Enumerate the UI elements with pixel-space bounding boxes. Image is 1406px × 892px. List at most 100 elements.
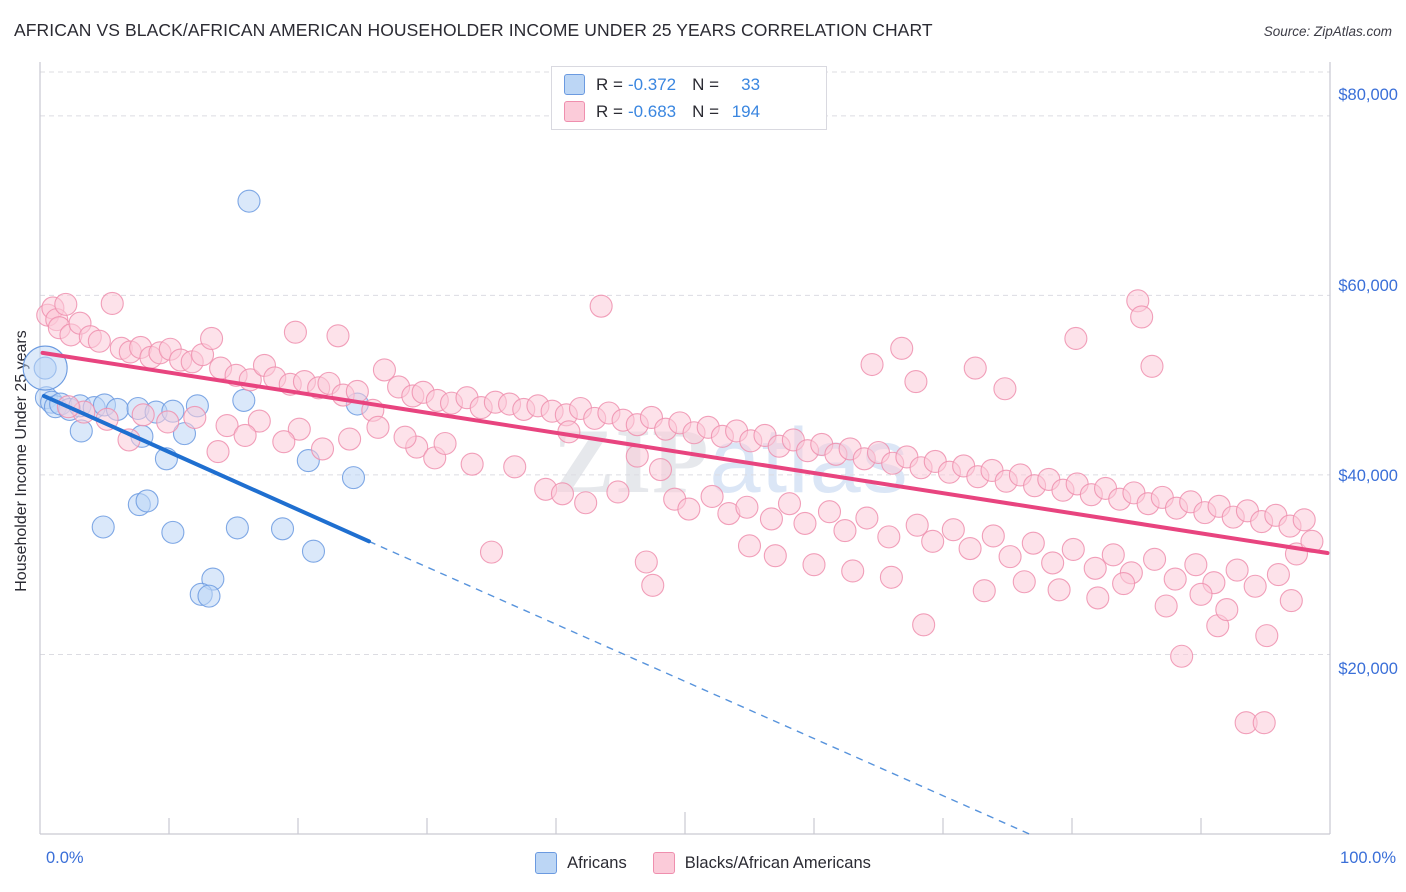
data-point[interactable] [625, 413, 649, 437]
data-point[interactable] [224, 363, 248, 387]
data-point[interactable] [197, 584, 221, 608]
data-point[interactable] [1021, 531, 1045, 555]
data-point[interactable] [793, 511, 817, 535]
data-point[interactable] [1206, 614, 1230, 638]
data-point[interactable] [287, 417, 311, 441]
data-point[interactable] [272, 430, 296, 454]
data-point[interactable] [905, 513, 929, 537]
data-point[interactable] [59, 323, 83, 347]
data-point[interactable] [33, 356, 57, 380]
data-point[interactable] [1189, 582, 1213, 606]
data-point[interactable] [998, 545, 1022, 569]
data-point[interactable] [980, 458, 1004, 482]
data-point[interactable] [841, 559, 865, 583]
data-point[interactable] [677, 497, 701, 521]
data-point[interactable] [838, 437, 862, 461]
data-point[interactable] [1163, 567, 1187, 591]
data-point[interactable] [534, 477, 558, 501]
data-point[interactable] [512, 397, 536, 421]
data-point[interactable] [423, 446, 447, 470]
data-point[interactable] [648, 457, 673, 482]
data-point[interactable] [278, 372, 302, 396]
data-point[interactable] [912, 613, 936, 637]
data-point[interactable] [49, 392, 73, 416]
data-point[interactable] [130, 424, 154, 448]
data-point[interactable] [401, 384, 425, 408]
data-point[interactable] [1136, 492, 1160, 516]
data-point[interactable] [361, 398, 385, 422]
data-point[interactable] [877, 525, 901, 549]
data-point[interactable] [36, 303, 60, 327]
data-point[interactable] [58, 397, 82, 421]
data-point[interactable] [737, 534, 762, 558]
data-point[interactable] [557, 420, 581, 444]
data-point[interactable] [1264, 503, 1288, 527]
data-point[interactable] [759, 507, 783, 531]
data-point[interactable] [1130, 305, 1154, 329]
data-point[interactable] [45, 308, 69, 332]
data-point[interactable] [735, 495, 759, 519]
data-point[interactable] [425, 388, 449, 412]
data-point[interactable] [118, 340, 142, 364]
data-point[interactable] [1252, 711, 1276, 735]
data-point[interactable] [1202, 571, 1226, 595]
data-point[interactable] [338, 427, 362, 451]
data-point[interactable] [1064, 326, 1088, 351]
data-point[interactable] [238, 368, 262, 392]
data-point[interactable] [981, 524, 1005, 548]
data-point[interactable] [1184, 553, 1208, 577]
data-point[interactable] [469, 396, 493, 420]
data-point[interactable] [1083, 556, 1107, 580]
data-point[interactable] [131, 403, 155, 427]
data-point[interactable] [682, 421, 706, 445]
data-point[interactable] [331, 383, 355, 407]
data-point[interactable] [1164, 496, 1189, 520]
data-point[interactable] [554, 403, 578, 427]
data-point[interactable] [411, 380, 435, 404]
data-point[interactable] [310, 437, 335, 461]
data-point[interactable] [526, 394, 550, 418]
data-point[interactable] [68, 394, 92, 418]
data-point[interactable] [200, 326, 224, 351]
data-point[interactable] [1234, 711, 1258, 735]
data-point[interactable] [817, 500, 842, 524]
data-point[interactable] [154, 447, 178, 471]
data-point[interactable] [611, 408, 635, 432]
data-point[interactable] [663, 487, 687, 511]
data-point[interactable] [1193, 501, 1217, 525]
data-point[interactable] [283, 320, 307, 344]
data-point[interactable] [1300, 529, 1324, 553]
data-point[interactable] [215, 414, 239, 438]
data-point[interactable] [589, 294, 613, 318]
data-point[interactable] [952, 454, 976, 478]
data-point[interactable] [237, 189, 261, 213]
data-point[interactable] [161, 520, 185, 544]
data-point[interactable] [540, 399, 564, 423]
data-point[interactable] [725, 419, 749, 443]
data-point[interactable] [1051, 478, 1075, 502]
data-point[interactable] [1012, 570, 1036, 594]
data-point[interactable] [252, 353, 277, 377]
data-point[interactable] [366, 415, 390, 439]
data-point[interactable] [68, 311, 92, 335]
data-point[interactable] [966, 465, 990, 489]
data-point[interactable] [69, 419, 93, 443]
data-point[interactable] [247, 409, 271, 433]
data-point[interactable] [189, 582, 213, 606]
data-point[interactable] [860, 352, 884, 377]
data-point[interactable] [1119, 561, 1143, 585]
data-point[interactable] [91, 515, 115, 539]
data-point[interactable] [583, 406, 607, 430]
data-point[interactable] [606, 480, 630, 504]
data-point[interactable] [1243, 574, 1267, 598]
data-point[interactable] [56, 395, 80, 419]
data-point[interactable] [1061, 537, 1085, 561]
data-point[interactable] [317, 371, 341, 395]
data-point[interactable] [904, 370, 928, 394]
data-point[interactable] [135, 489, 159, 513]
data-point[interactable] [72, 400, 96, 424]
data-point[interactable] [78, 325, 102, 349]
data-point[interactable] [439, 391, 464, 415]
data-point[interactable] [1037, 467, 1061, 491]
data-point[interactable] [1284, 542, 1309, 566]
